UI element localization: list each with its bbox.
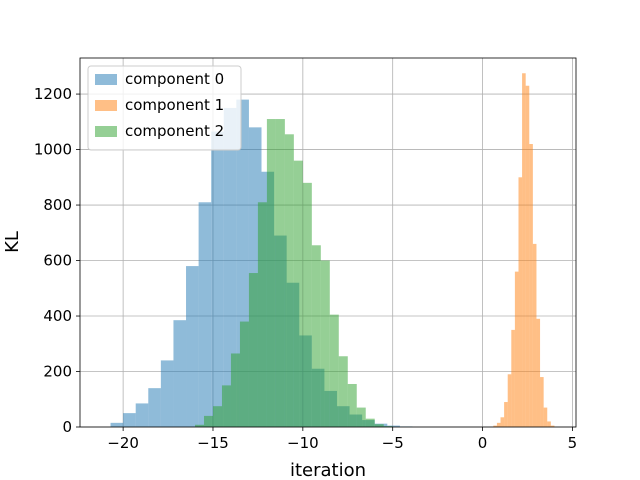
legend-swatch (95, 74, 117, 85)
histogram-bar (547, 421, 551, 427)
histogram-bar (284, 134, 294, 427)
histogram-bar (320, 260, 330, 427)
histogram-bar (186, 266, 199, 427)
histogram-bar (195, 424, 204, 427)
y-tick-label: 600 (43, 252, 72, 270)
legend-label: component 1 (125, 96, 224, 114)
histogram-bar (532, 243, 537, 427)
histogram-bar (230, 353, 240, 427)
legend-swatch (95, 100, 117, 111)
histogram-bar (311, 245, 321, 427)
x-axis-label: iteration (290, 460, 366, 480)
histogram-bar (135, 403, 149, 427)
legend-label: component 0 (125, 70, 224, 88)
legend-frame (87, 65, 242, 151)
histogram-bar (173, 320, 187, 427)
y-tick-label: 800 (43, 196, 72, 214)
series-1 (493, 73, 555, 428)
histogram-bar (507, 374, 512, 427)
histogram-bar (522, 73, 526, 427)
histogram-bar (496, 422, 501, 427)
histogram-bar (275, 119, 285, 427)
histogram-bar (356, 407, 366, 427)
histogram-bar (383, 426, 393, 427)
legend-swatch (95, 126, 117, 137)
histogram-bar (266, 119, 276, 427)
histogram-bar (302, 182, 312, 427)
histogram-bar (198, 202, 212, 427)
series-2 (195, 119, 393, 428)
x-tick-label: −5 (382, 434, 404, 452)
axes-frame (79, 57, 577, 428)
histogram-bar (365, 418, 375, 427)
x-tick-label: 0 (478, 434, 488, 452)
histogram-bar (248, 273, 258, 427)
histogram-bar (511, 329, 515, 427)
y-tick-label: 400 (43, 307, 72, 325)
histogram-bar (518, 177, 523, 427)
histogram-bar (529, 144, 533, 428)
histogram-bar (500, 417, 505, 427)
histogram-bar (514, 271, 519, 427)
histogram-bar (504, 402, 508, 427)
histogram-bar (536, 318, 541, 427)
x-tick-label: −15 (197, 434, 229, 452)
histogram-bar (543, 407, 548, 427)
histogram-bar (387, 425, 400, 427)
histogram-bar (223, 107, 237, 427)
histogram-bar (204, 415, 213, 427)
histogram-bar (160, 360, 174, 427)
histogram-bar (338, 356, 348, 427)
legend-label: component 2 (125, 122, 224, 140)
histogram-bar (329, 314, 339, 427)
y-tick-label: 1200 (34, 85, 72, 103)
histogram-bar (257, 202, 267, 427)
x-tick-label: 5 (568, 434, 578, 452)
histogram-bar (374, 424, 384, 427)
histogram-bar (493, 425, 497, 427)
histogram-bar (347, 383, 357, 427)
histogram-bar (148, 388, 161, 427)
histogram-bar (540, 377, 544, 427)
y-tick-label: 0 (62, 418, 72, 436)
histogram-bar (212, 406, 222, 427)
legend: component 0 component 1 component 2 (87, 65, 242, 151)
histogram-bar (239, 321, 249, 427)
histogram-bar (221, 385, 231, 427)
histogram-bar (211, 131, 224, 427)
histogram-bar (110, 422, 124, 427)
x-tick-label: −10 (287, 434, 319, 452)
histogram-bar (525, 85, 530, 428)
x-tick-label: −20 (107, 434, 139, 452)
plot-area: −20 −15 −10 −5 0 5 0 200 400 600 800 1000 1200 (34, 57, 578, 452)
histogram-bar (293, 160, 303, 428)
y-axis-label: KL (2, 231, 23, 253)
y-tick-label: 1000 (34, 141, 72, 159)
histogram-bar (123, 413, 136, 427)
histogram-bar (550, 425, 555, 427)
y-tick-label: 200 (43, 363, 72, 381)
